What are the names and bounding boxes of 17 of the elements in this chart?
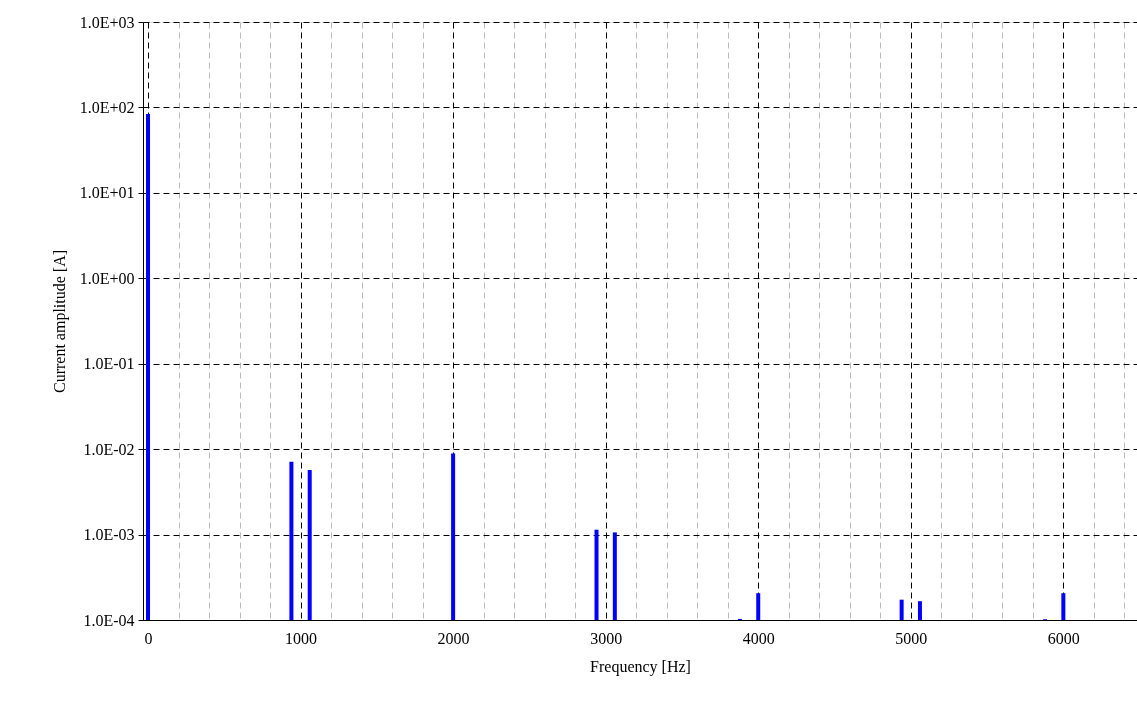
x-tick-label: 4000 (742, 629, 775, 647)
x-tick-label: 0 (144, 629, 153, 647)
x-tick-label: 5000 (895, 629, 928, 647)
y-tick-label: 1.0E+00 (79, 269, 135, 287)
y-tick-label: 1.0E+01 (79, 184, 135, 202)
y-axis-title: Current amplitude [A] (50, 249, 69, 394)
x-tick-label: 3000 (590, 629, 623, 647)
y-tick-label: 1.0E-03 (83, 526, 135, 544)
y-tick-label: 1.0E-02 (83, 440, 135, 458)
x-tick-label: 6000 (1047, 629, 1080, 647)
y-tick-label: 1.0E+02 (79, 98, 135, 116)
y-tick-label: 1.0E-01 (83, 355, 135, 373)
y-tick-label: 1.0E+03 (79, 13, 135, 31)
y-tick-label: 1.0E-04 (83, 611, 135, 629)
x-axis-title: Frequency [Hz] (590, 657, 691, 676)
x-tick-label: 1000 (285, 629, 318, 647)
x-tick-label: 2000 (437, 629, 470, 647)
